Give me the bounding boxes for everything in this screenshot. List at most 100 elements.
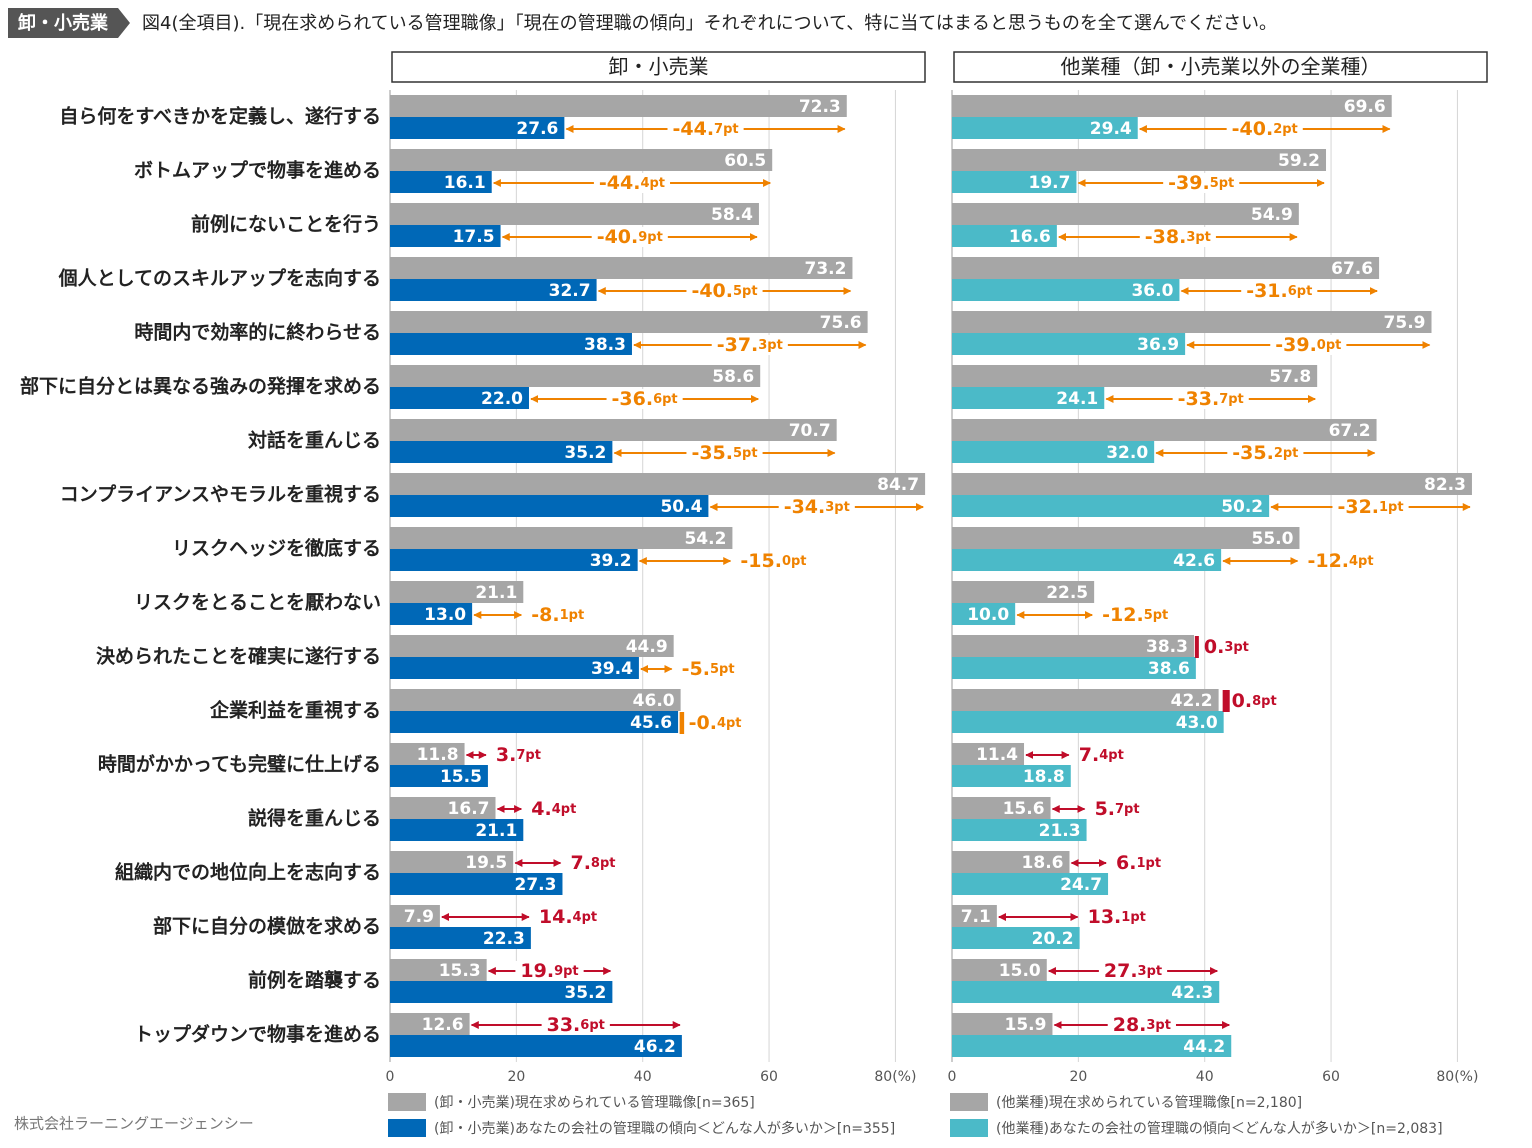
bar-value-label: 42.3 xyxy=(1171,983,1213,1003)
bar-value-label: 35.2 xyxy=(564,983,606,1003)
category-label: 前例にないことを行う xyxy=(191,213,381,236)
bar xyxy=(952,689,1219,711)
difference-label-bg xyxy=(1098,961,1168,981)
bar xyxy=(390,743,465,765)
bar-value-label: 20.2 xyxy=(1032,929,1074,949)
bar-value-label: 39.2 xyxy=(590,551,632,571)
difference-mark xyxy=(679,712,685,734)
bar xyxy=(390,95,847,117)
difference-label-bg xyxy=(686,443,763,463)
bar-value-label: 27.3 xyxy=(515,875,557,895)
bar-value-label: 18.6 xyxy=(1022,853,1064,873)
bar xyxy=(390,279,597,301)
bar xyxy=(952,473,1472,495)
bar-value-label: 58.4 xyxy=(711,205,753,225)
x-tick-label: 40 xyxy=(1196,1069,1214,1085)
bar-value-label: 75.6 xyxy=(820,313,862,333)
bar-value-label: 22.5 xyxy=(1046,583,1088,603)
bar xyxy=(390,635,674,657)
bar xyxy=(390,149,773,171)
difference-label: -31.6pt xyxy=(1246,280,1312,302)
difference-label: 28.3pt xyxy=(1113,1014,1171,1036)
difference-label-bg xyxy=(1226,119,1303,139)
bar xyxy=(390,765,488,787)
bar-value-label: 24.7 xyxy=(1060,875,1102,895)
difference-label-bg xyxy=(711,335,788,355)
bar-value-label: 67.6 xyxy=(1331,259,1373,279)
difference-label: -0.4pt xyxy=(689,712,742,734)
bar-value-label: 10.0 xyxy=(967,605,1009,625)
bar-value-label: 15.0 xyxy=(999,961,1041,981)
difference-label: 6.1pt xyxy=(1116,852,1161,874)
bar-value-label: 54.2 xyxy=(684,529,726,549)
category-label: トップダウンで物事を進める xyxy=(134,1023,381,1046)
bar-value-label: 11.4 xyxy=(976,745,1018,765)
bar xyxy=(952,873,1109,895)
category-label: 前例を踏襲する xyxy=(248,969,381,992)
bar-value-label: 44.2 xyxy=(1183,1037,1225,1057)
bar xyxy=(952,333,1186,355)
bar xyxy=(390,387,529,409)
difference-label: 4.4pt xyxy=(531,798,576,820)
bar-value-label: 59.2 xyxy=(1278,151,1320,171)
panel-title-box xyxy=(953,51,1488,83)
category-label: 部下に自分とは異なる強みの発揮を求める xyxy=(20,375,381,398)
difference-label: -40.9pt xyxy=(597,226,663,248)
bar xyxy=(952,257,1380,279)
bar-value-label: 29.4 xyxy=(1090,119,1132,139)
bar xyxy=(952,711,1224,733)
difference-label-bg xyxy=(686,281,763,301)
difference-label-bg xyxy=(1270,335,1347,355)
x-tick-label: 80(%) xyxy=(874,1069,916,1085)
bar-value-label: 60.5 xyxy=(724,151,766,171)
bar xyxy=(952,549,1222,571)
difference-label: 19.9pt xyxy=(520,960,578,982)
difference-label: -8.1pt xyxy=(531,604,584,626)
bar-value-label: 36.0 xyxy=(1131,281,1173,301)
bar-value-label: 69.6 xyxy=(1344,97,1386,117)
bar xyxy=(390,257,853,279)
difference-mark xyxy=(1222,690,1230,712)
bar-value-label: 7.9 xyxy=(404,907,434,927)
category-label: 説得を重んじる xyxy=(248,807,381,830)
difference-label-bg xyxy=(1241,281,1318,301)
bar-value-label: 35.2 xyxy=(564,443,606,463)
bar xyxy=(390,225,501,247)
bar xyxy=(390,495,709,517)
bar xyxy=(952,927,1080,949)
bar xyxy=(390,873,563,895)
bar-value-label: 16.7 xyxy=(448,799,490,819)
bar-value-label: 84.7 xyxy=(877,475,919,495)
bar-value-label: 21.1 xyxy=(475,583,517,603)
bar xyxy=(390,311,868,333)
bar xyxy=(390,527,733,549)
bar xyxy=(390,117,565,139)
bar xyxy=(952,657,1196,679)
x-tick-label: 80(%) xyxy=(1436,1069,1478,1085)
x-tick-label: 20 xyxy=(1069,1069,1087,1085)
bar xyxy=(390,1035,682,1057)
bar-value-label: 27.6 xyxy=(516,119,558,139)
difference-label: -33.7pt xyxy=(1178,388,1244,410)
legend-label: (卸・小売業)現在求められている管理職像[n=365] xyxy=(434,1095,755,1111)
bar-value-label: 21.3 xyxy=(1039,821,1081,841)
bar-value-label: 42.2 xyxy=(1171,691,1213,711)
difference-label-bg xyxy=(1332,497,1409,517)
bar xyxy=(952,981,1220,1003)
difference-label: -12.5pt xyxy=(1102,604,1168,626)
bar xyxy=(952,1035,1232,1057)
difference-mark xyxy=(1194,636,1199,658)
difference-label: 3.7pt xyxy=(496,744,541,766)
difference-label: 27.3pt xyxy=(1104,960,1162,982)
legend-swatch xyxy=(388,1119,426,1137)
difference-label-bg xyxy=(515,961,584,981)
bar xyxy=(390,981,613,1003)
bar-value-label: 43.0 xyxy=(1176,713,1218,733)
bar xyxy=(952,149,1327,171)
difference-label-bg xyxy=(591,227,668,247)
legend-label: (他業種)現在求められている管理職像[n=2,180] xyxy=(996,1095,1302,1111)
bar xyxy=(390,581,524,603)
bar xyxy=(390,203,759,225)
difference-label-bg xyxy=(593,173,671,193)
category-label: 組織内での地位向上を志向する xyxy=(115,861,381,884)
